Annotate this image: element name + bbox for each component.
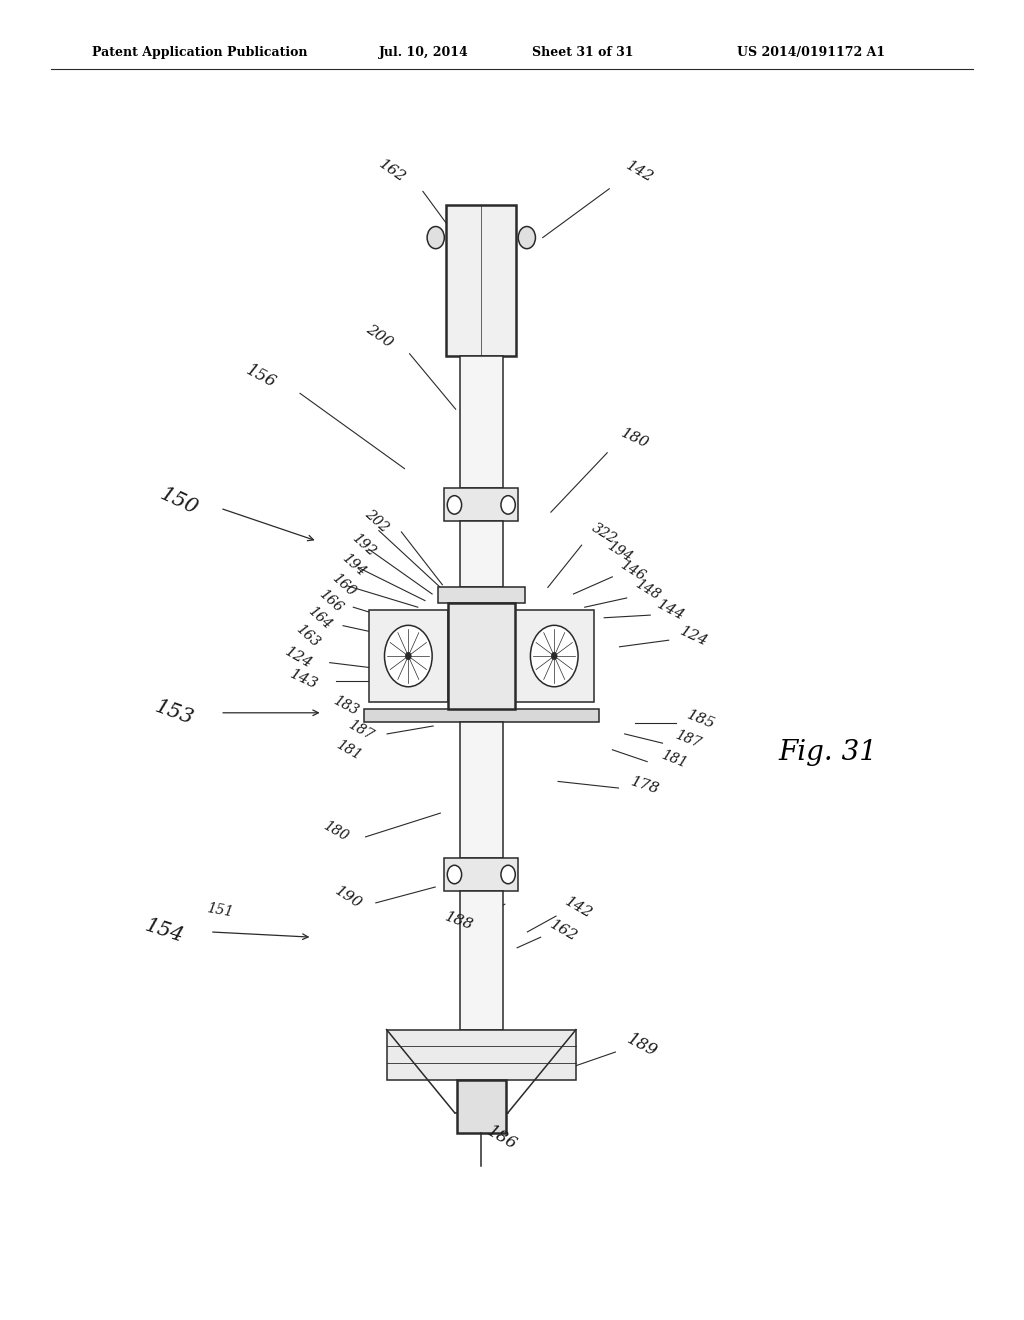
Bar	[386, 1030, 575, 1080]
Text: Fig. 31: Fig. 31	[778, 739, 878, 766]
Circle shape	[447, 866, 462, 884]
Text: 322: 322	[589, 520, 620, 546]
Text: 163: 163	[293, 622, 322, 651]
Bar	[446, 205, 516, 356]
Text: 187: 187	[673, 727, 703, 751]
Text: 186: 186	[483, 1122, 520, 1154]
Circle shape	[530, 626, 579, 686]
Text: 185: 185	[685, 708, 718, 731]
Bar	[460, 891, 503, 1030]
Bar	[460, 722, 503, 858]
Bar	[514, 610, 594, 702]
Circle shape	[447, 496, 462, 515]
Bar	[457, 1080, 506, 1133]
Text: 180: 180	[321, 818, 351, 845]
Text: 144: 144	[654, 597, 687, 623]
Bar	[369, 610, 449, 702]
Text: 166: 166	[316, 586, 345, 615]
Text: 164: 164	[305, 603, 334, 632]
Text: 153: 153	[153, 697, 196, 729]
Bar	[444, 488, 518, 521]
Text: 202: 202	[362, 507, 391, 536]
Text: 160: 160	[330, 570, 358, 599]
Text: US 2014/0191172 A1: US 2014/0191172 A1	[737, 46, 886, 59]
Circle shape	[384, 626, 432, 686]
Text: 142: 142	[624, 158, 656, 185]
Text: 154: 154	[142, 916, 185, 945]
Bar	[460, 521, 503, 587]
Circle shape	[551, 652, 557, 660]
Text: 156: 156	[243, 362, 280, 391]
Text: 142: 142	[562, 895, 595, 921]
Text: 178: 178	[629, 775, 662, 796]
Text: 188: 188	[442, 909, 475, 933]
Text: 194: 194	[604, 539, 635, 565]
Text: 189: 189	[624, 1031, 660, 1060]
Text: Patent Application Publication: Patent Application Publication	[92, 46, 307, 59]
Text: 148: 148	[632, 577, 663, 603]
Circle shape	[501, 866, 515, 884]
Text: 124: 124	[678, 624, 711, 648]
Text: Sheet 31 of 31: Sheet 31 of 31	[532, 46, 634, 59]
Text: 143: 143	[288, 668, 321, 692]
Text: 200: 200	[362, 322, 395, 351]
Text: 181: 181	[333, 737, 364, 763]
Bar	[444, 858, 518, 891]
Text: 187: 187	[345, 717, 376, 743]
Text: 181: 181	[658, 747, 689, 771]
Text: 150: 150	[157, 484, 202, 519]
Text: 194: 194	[339, 550, 368, 579]
Text: 180: 180	[618, 426, 651, 450]
Bar	[364, 709, 599, 722]
Text: 192: 192	[349, 531, 378, 560]
Circle shape	[406, 652, 412, 660]
Text: 162: 162	[376, 157, 409, 186]
Text: 151: 151	[206, 902, 234, 920]
Text: 190: 190	[332, 884, 365, 911]
Text: 146: 146	[617, 557, 648, 583]
Bar	[438, 587, 524, 603]
Text: 183: 183	[331, 694, 361, 718]
Text: 162: 162	[547, 917, 580, 944]
Circle shape	[427, 227, 444, 248]
Text: 124: 124	[283, 644, 315, 671]
Bar	[460, 356, 503, 488]
Text: Jul. 10, 2014: Jul. 10, 2014	[379, 46, 469, 59]
Circle shape	[501, 496, 515, 515]
Circle shape	[518, 227, 536, 248]
Bar	[449, 603, 514, 709]
